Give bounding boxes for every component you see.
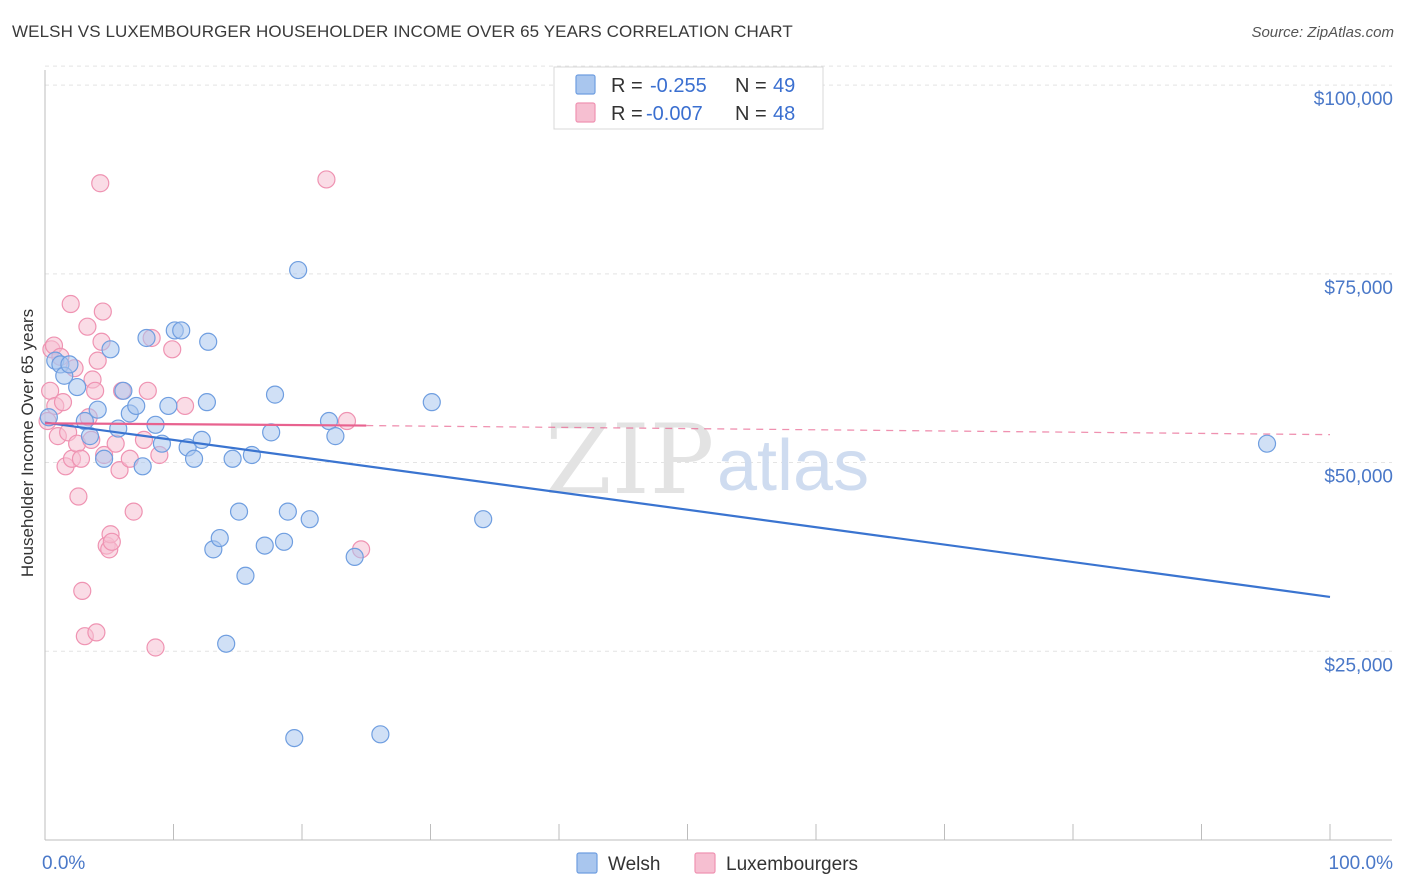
luxembourgers-point [71,449,91,468]
luxembourgers-point [69,487,88,506]
legend-r-label-welsh: R = [611,75,643,97]
welsh-point [289,260,308,280]
luxembourgers-point [61,294,80,314]
luxembourgers-point [146,638,165,657]
watermark: ZIP atlas [545,404,869,516]
legend-swatch-welsh [575,74,596,95]
legend-label-welsh: Welsh [608,854,660,875]
welsh-point [199,332,218,351]
x-tick-label-max: 100.0% [1329,853,1394,874]
legend-swatch-luxembourgers-bottom [694,852,716,874]
welsh-point [345,547,364,567]
legend-n-value-welsh: 49 [773,75,795,97]
luxembourgers-point [93,302,112,321]
welsh-point [88,400,107,419]
luxembourgers-point [73,581,92,600]
chart-title: WELSH VS LUXEMBOURGER HOUSEHOLDER INCOME… [12,22,793,41]
welsh-point [278,502,297,521]
y-tick-label: $25,000 [1324,655,1393,676]
legend-r-label-luxembourgers: R = [611,103,643,125]
y-axis-label: Householder Income Over 65 years [18,309,37,577]
luxembourgers-point [86,381,105,400]
luxembourgers-point [134,430,154,450]
luxembourgers-point [53,393,73,412]
welsh-point [172,321,191,340]
welsh-point [265,385,285,404]
luxembourgers-point [317,170,336,189]
welsh-point [236,566,255,585]
welsh-point [95,449,114,468]
luxembourgers-point [175,396,195,416]
axes [44,70,1392,841]
luxembourgers-point [102,532,121,551]
watermark-zip: ZIP [545,404,714,516]
welsh-point [159,396,178,416]
luxembourgers-point [88,351,107,370]
legend-n-label-welsh: N = [735,75,767,97]
welsh-point [192,430,211,450]
welsh-point [285,728,304,748]
luxembourgers-point [106,434,125,453]
series-legend: Welsh Luxembourgers [576,852,858,875]
luxembourgers-point [163,340,182,359]
welsh-point [274,532,294,551]
welsh-point [422,393,441,412]
welsh-point [371,725,390,744]
welsh-trend-line [44,421,1331,599]
y-tick-labels: $25,000 $50,000 $75,000 $100,000 [1314,89,1393,676]
y-tick-label: $100,000 [1314,89,1393,110]
welsh-point [133,457,152,476]
chart-source: Source: ZipAtlas.com [1251,24,1394,41]
luxembourgers-point [78,317,97,336]
welsh-point [1257,434,1277,453]
luxembourgers-trend-line-dashed [366,424,1331,436]
x-tick-labels: 0.0% 100.0% [42,853,1393,874]
welsh-point [184,449,204,468]
welsh-points [39,260,1277,748]
legend-swatch-welsh-bottom [576,852,598,874]
welsh-point [109,419,128,438]
welsh-point [300,510,319,529]
legend-r-value-luxembourgers: -0.007 [646,103,703,125]
welsh-point [210,528,229,548]
trend-lines [44,421,1331,599]
welsh-point [127,396,146,416]
stats-legend: R = -0.255 N = 49 R = -0.007 N = 48 [553,66,824,130]
watermark-atlas: atlas [717,426,869,506]
welsh-point [137,328,156,348]
welsh-point [319,411,339,431]
luxembourgers-point [91,174,110,193]
x-tick-label-min: 0.0% [42,853,85,874]
welsh-point [101,340,120,359]
welsh-point [223,449,242,468]
welsh-point [326,427,345,446]
welsh-point [474,510,493,529]
welsh-point [229,502,249,521]
welsh-point [197,393,217,412]
welsh-point [39,408,58,427]
legend-box [553,66,824,130]
y-tick-label: $50,000 [1324,467,1393,488]
luxembourgers-point [138,381,157,400]
welsh-point [114,381,133,400]
grid-lines [45,65,1392,652]
welsh-point [68,377,87,397]
welsh-point [255,536,274,555]
legend-r-value-welsh: -0.255 [650,75,707,97]
legend-n-label-luxembourgers: N = [735,103,767,125]
luxembourgers-point [124,502,143,521]
welsh-point [217,634,236,653]
y-tick-label: $75,000 [1324,278,1393,299]
luxembourgers-point [337,411,357,431]
legend-swatch-luxembourgers [575,102,596,123]
luxembourgers-point [110,460,129,480]
luxembourgers-point [87,623,106,642]
legend-n-value-luxembourgers: 48 [773,103,795,125]
legend-label-luxembourgers: Luxembourgers [726,854,858,875]
luxembourgers-trend-line [44,422,367,427]
welsh-point [60,355,79,374]
welsh-point [262,423,281,442]
